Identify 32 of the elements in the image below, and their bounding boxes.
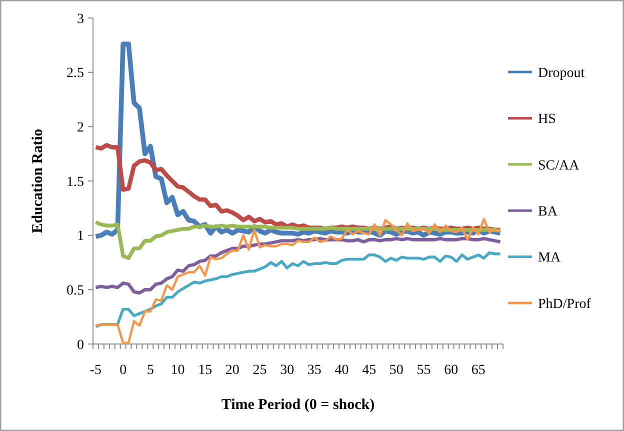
x-tick-label: 35 [307,363,322,378]
x-tick-label: 40 [334,363,349,378]
x-tick-label: 65 [471,363,486,378]
y-tick-label: 0 [77,338,84,353]
x-tick-label: 15 [198,363,212,378]
line-series [94,236,502,295]
legend-label: HS [538,112,556,128]
y-tick-label: 3 [77,12,84,27]
y-axis-title: Education Ratio [30,128,46,234]
legend-label: MA [538,250,562,266]
legend-label: PhD/Prof [538,296,592,312]
x-tick-label: 25 [252,363,267,378]
x-tick-label: 50 [389,363,404,378]
x-tick-label: -5 [90,363,102,378]
legend-label: SC/AA [538,158,580,174]
x-tick-label: 20 [225,363,240,378]
y-tick-label: 0.5 [66,284,84,299]
line-series [94,251,502,328]
x-tick-label: 5 [146,363,154,378]
legend-label: BA [538,204,558,220]
x-tick-label: 30 [280,363,294,378]
legend-label: Dropout [538,66,585,81]
x-tick-label: 10 [170,363,185,378]
y-tick-label: 1.5 [66,174,84,190]
x-tick-label: 45 [362,363,376,378]
y-tick-label: 2 [77,120,84,136]
x-tick-label: 0 [120,363,127,378]
x-tick-label: 60 [444,363,458,378]
x-tick-label: 55 [416,363,431,378]
y-tick-label: 2.5 [66,66,84,82]
x-axis-title: Time Period (0 = shock) [221,397,375,413]
y-tick-label: 1 [77,229,84,244]
